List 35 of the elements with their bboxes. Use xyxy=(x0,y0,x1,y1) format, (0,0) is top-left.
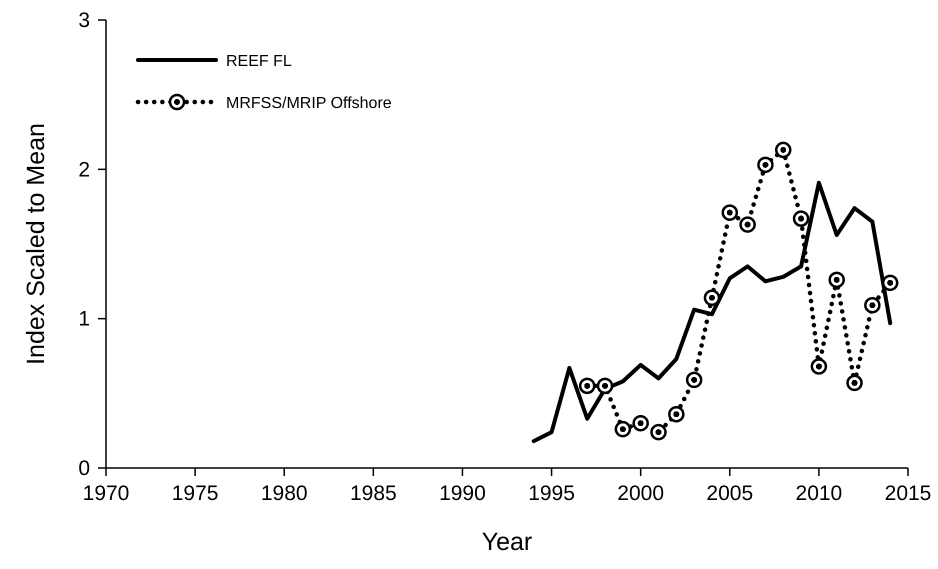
x-tick-label: 1980 xyxy=(260,482,308,505)
legend-label: REEF FL xyxy=(226,53,292,70)
x-tick-label: 1970 xyxy=(82,482,130,505)
point xyxy=(704,290,720,306)
point xyxy=(632,414,649,432)
x-tick-label: 2015 xyxy=(884,482,932,505)
point xyxy=(757,156,774,174)
legend-label: MRFSS/MRIP Offshore xyxy=(226,95,392,112)
y-axis-title: Index Scaled to Mean xyxy=(22,123,50,365)
x-tick-label: 2010 xyxy=(796,482,842,505)
point xyxy=(774,142,792,158)
point xyxy=(810,358,828,375)
y-tick-label: 0 xyxy=(78,457,90,480)
point xyxy=(722,204,738,221)
point xyxy=(668,406,685,422)
x-tick-label: 2005 xyxy=(706,482,754,505)
point xyxy=(864,296,881,314)
point xyxy=(846,374,863,392)
y-tick-label: 1 xyxy=(78,308,90,331)
point xyxy=(578,378,596,394)
x-tick-label: 1995 xyxy=(528,482,575,505)
point xyxy=(739,216,756,233)
x-axis-title: Year xyxy=(482,528,532,556)
point xyxy=(828,272,845,288)
y-tick-label: 2 xyxy=(78,158,90,182)
y-tick-label: 3 xyxy=(78,9,90,32)
point xyxy=(614,420,632,438)
x-tick-label: 1985 xyxy=(350,482,397,505)
point xyxy=(596,378,614,394)
x-tick-label: 1975 xyxy=(172,482,218,505)
x-tick-label: 2000 xyxy=(617,482,664,505)
point xyxy=(650,424,667,440)
x-tick-label: 1990 xyxy=(439,482,486,505)
point xyxy=(686,372,702,388)
point xyxy=(792,210,810,227)
